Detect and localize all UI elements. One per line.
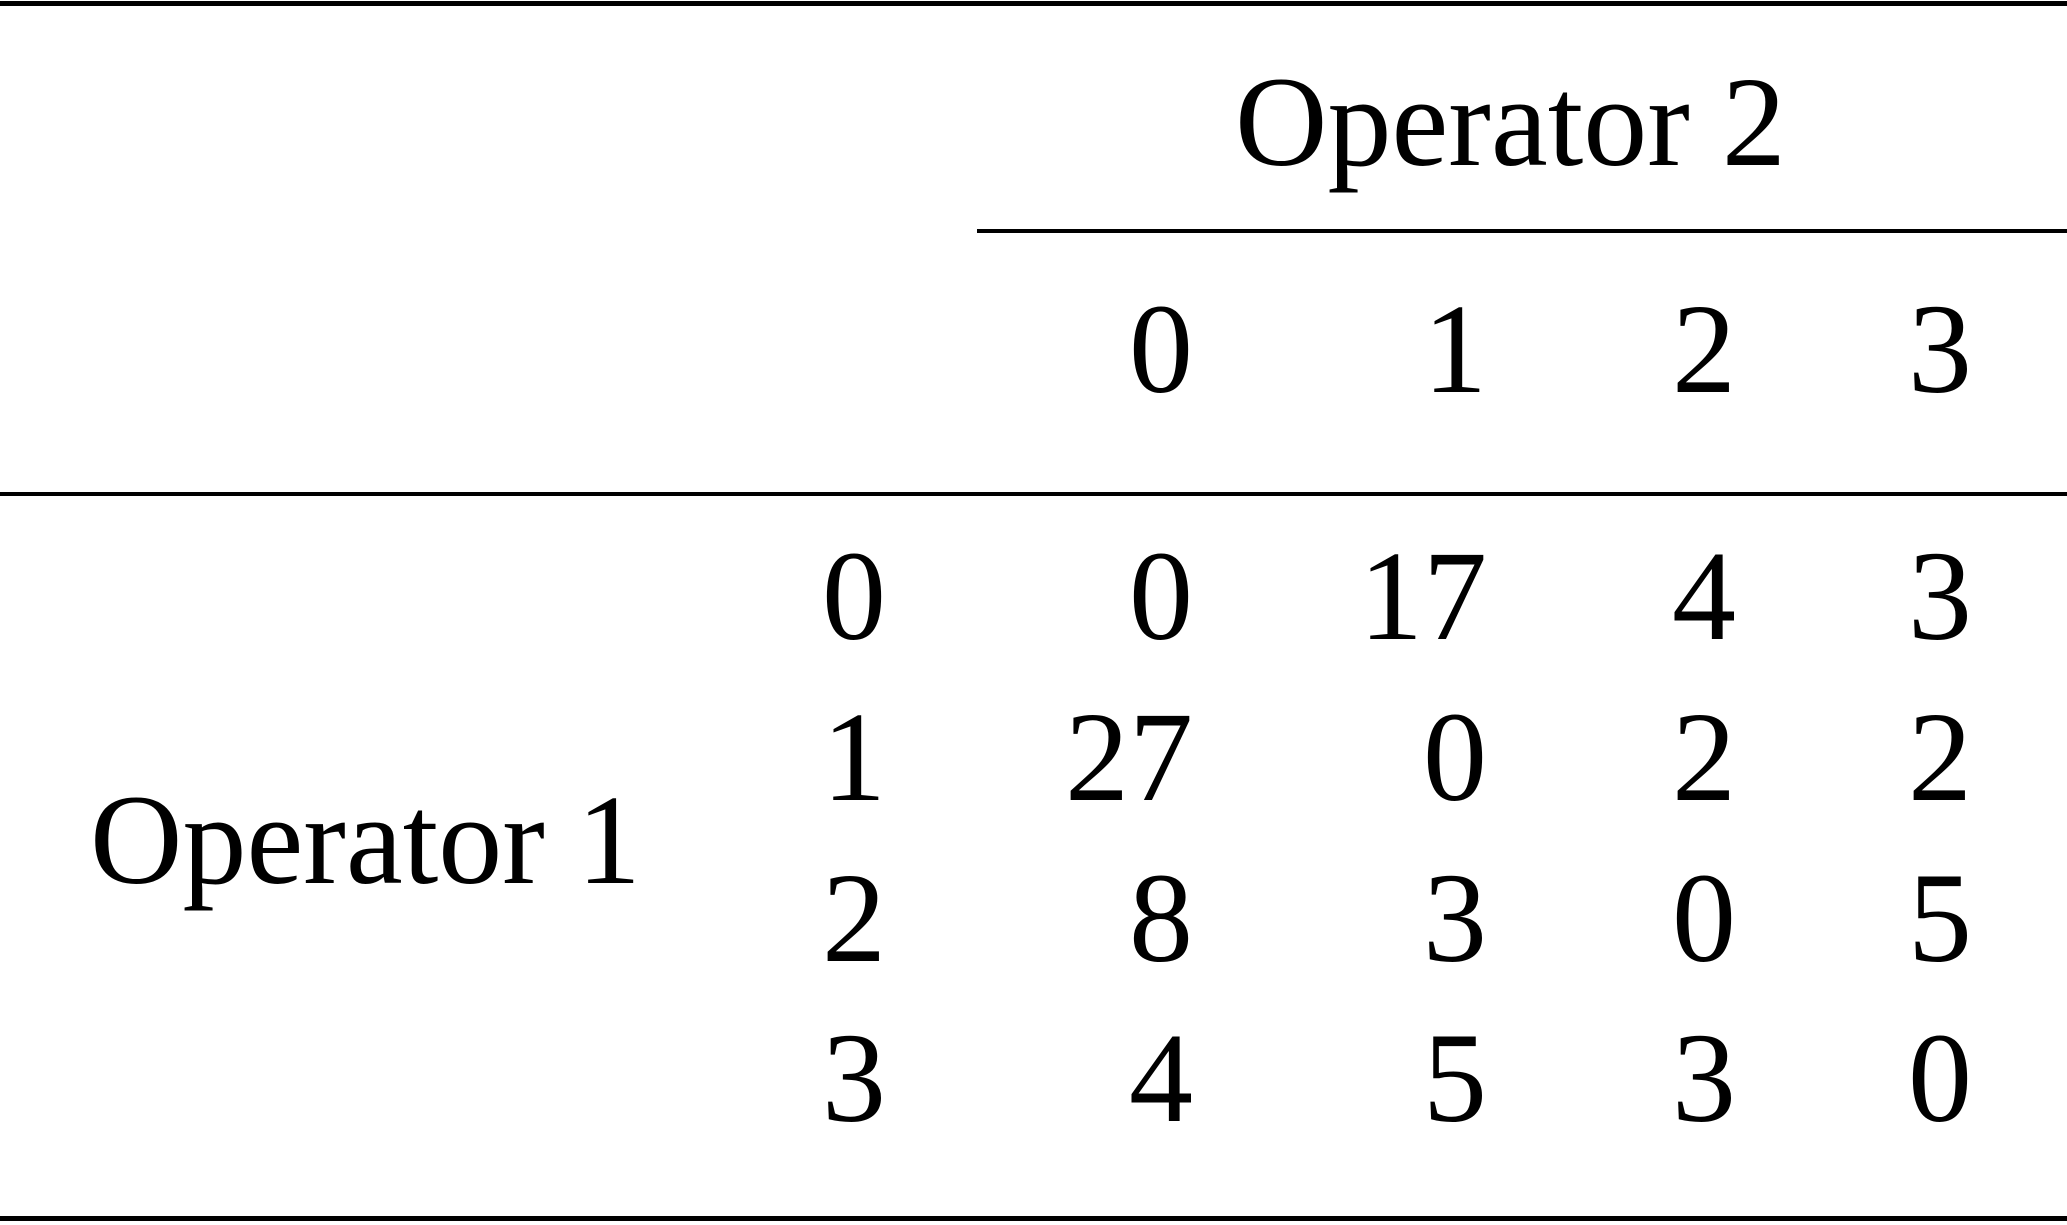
row-header: 1: [822, 686, 886, 828]
table-cell: 3: [1672, 1007, 1736, 1149]
table-cell: 8: [1129, 847, 1193, 989]
table-cell: 0: [1129, 525, 1193, 667]
table-cell: 0: [1423, 686, 1487, 828]
table-cell: 5: [1423, 1007, 1487, 1149]
table-cell: 5: [1908, 847, 1972, 989]
table-cell: 4: [1129, 1007, 1193, 1149]
table-cell: 4: [1672, 525, 1736, 667]
table-cell: 3: [1423, 847, 1487, 989]
table-cell: 3: [1908, 525, 1972, 667]
table-cell: 0: [1672, 847, 1736, 989]
table-cell: 0: [1908, 1007, 1972, 1149]
row-header: 2: [822, 847, 886, 989]
header-rule: [0, 492, 2067, 496]
column-group-rule: [977, 229, 2067, 233]
row-header: 3: [822, 1007, 886, 1149]
column-header: 1: [1423, 278, 1487, 420]
table-cell: 2: [1908, 686, 1972, 828]
table-cell: 27: [1065, 686, 1193, 828]
row-header: 0: [822, 525, 886, 667]
column-group-label: Operator 2: [1235, 51, 1786, 193]
table-cell: 17: [1359, 525, 1487, 667]
top-rule: [0, 1, 2067, 6]
bottom-rule: [0, 1216, 2067, 1221]
column-header: 3: [1908, 278, 1972, 420]
table-cell: 2: [1672, 686, 1736, 828]
column-header: 2: [1672, 278, 1736, 420]
row-group-label: Operator 1: [90, 769, 641, 911]
column-header: 0: [1129, 278, 1193, 420]
